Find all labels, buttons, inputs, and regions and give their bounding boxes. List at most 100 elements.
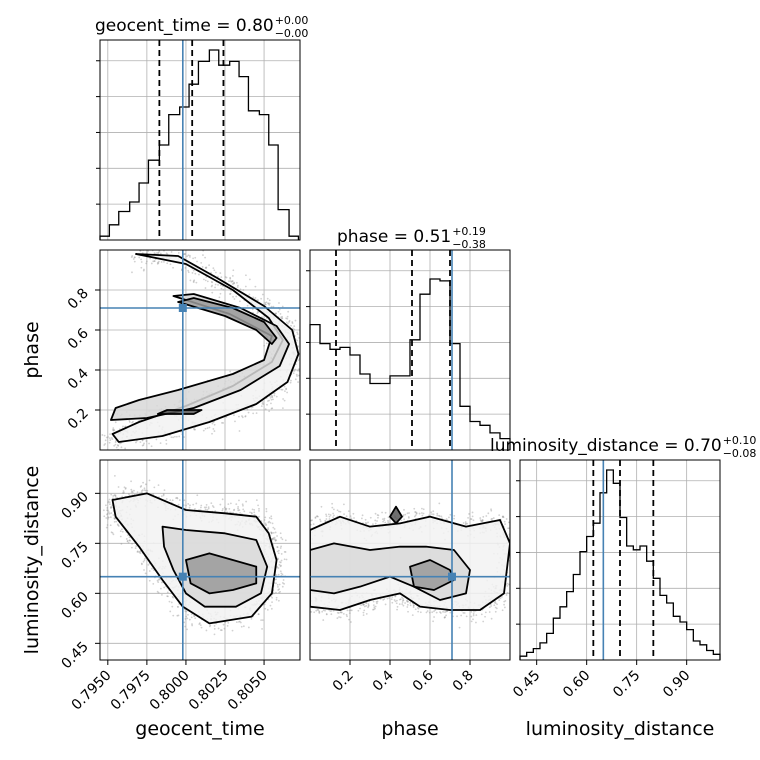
scatter-point — [449, 513, 452, 516]
scatter-point — [241, 503, 244, 506]
yticks-luminosity-distance: 0.45 0.60 0.75 0.90 — [58, 489, 100, 672]
scatter-point — [412, 604, 415, 607]
scatter-point — [294, 378, 297, 381]
scatter-point — [184, 253, 187, 256]
scatter-point — [160, 495, 163, 498]
scatter-point — [304, 568, 306, 570]
scatter-point — [256, 310, 259, 313]
scatter-point — [169, 610, 172, 613]
scatter-point — [439, 611, 441, 613]
scatter-point — [207, 506, 210, 509]
scatter-point — [421, 514, 424, 517]
scatter-point — [142, 481, 144, 484]
scatter-point — [201, 266, 204, 268]
scatter-point — [270, 305, 273, 308]
scatter-point — [119, 442, 121, 445]
scatter-point — [330, 610, 333, 612]
scatter-point — [265, 510, 268, 513]
histogram-step — [309, 278, 511, 450]
scatter-point — [222, 422, 224, 424]
scatter-point — [367, 603, 370, 605]
scatter-point — [268, 299, 271, 302]
scatter-point — [387, 516, 390, 519]
scatter-point — [110, 512, 113, 514]
contour-level-1 — [110, 293, 290, 421]
scatter-point — [521, 560, 523, 562]
scatter-point — [331, 506, 334, 509]
scatter-point — [185, 615, 188, 618]
scatter-point — [148, 442, 150, 445]
scatter-point — [167, 595, 169, 598]
scatter-point — [130, 256, 133, 258]
scatter-point — [194, 508, 196, 510]
scatter-point — [416, 606, 419, 609]
scatter-point — [384, 511, 387, 514]
scatter-point — [145, 262, 148, 265]
scatter-point — [383, 598, 386, 600]
scatter-point — [155, 248, 157, 250]
scatter-point — [114, 494, 117, 497]
scatter-point — [267, 528, 270, 530]
scatter-point — [111, 429, 114, 431]
scatter-point — [328, 518, 331, 520]
scatter-point — [277, 552, 280, 555]
scatter-point — [280, 572, 283, 575]
scatter-point — [372, 608, 374, 611]
scatter-point — [161, 593, 163, 596]
scatter-point — [382, 520, 385, 523]
scatter-point — [204, 266, 207, 269]
scatter-point — [105, 517, 108, 519]
scatter-point — [271, 407, 274, 410]
scatter-point — [229, 502, 232, 505]
scatter-point — [266, 528, 269, 531]
scatter-point — [133, 256, 136, 259]
scatter-point — [481, 519, 484, 521]
scatter-point — [481, 519, 484, 522]
scatter-point — [498, 514, 501, 517]
scatter-point — [184, 625, 187, 628]
scatter-point — [504, 523, 506, 526]
scatter-point — [222, 288, 225, 291]
scatter-point — [325, 515, 328, 518]
scatter-point — [262, 403, 265, 405]
scatter-point — [266, 608, 269, 611]
scatter-point — [162, 493, 165, 496]
xlabel-luminosity-distance: luminosity_distance — [526, 718, 715, 740]
scatter-point — [218, 296, 221, 299]
scatter-point — [136, 550, 139, 553]
scatter-point — [310, 519, 312, 522]
scatter-point — [348, 612, 351, 615]
scatter-point — [337, 612, 340, 614]
scatter-point — [183, 252, 186, 255]
scatter-point — [225, 276, 228, 279]
scatter-point — [463, 612, 466, 614]
scatter-point — [177, 503, 180, 506]
scatter-point — [257, 613, 260, 616]
scatter-point — [437, 514, 440, 517]
scatter-point — [480, 520, 483, 523]
scatter-point — [475, 614, 478, 617]
scatter-point — [345, 613, 348, 616]
scatter-point — [402, 599, 405, 602]
scatter-point — [253, 508, 256, 511]
scatter-point — [318, 612, 321, 614]
scatter-point — [108, 512, 111, 515]
scatter-point — [283, 558, 286, 561]
scatter-point — [261, 402, 264, 405]
scatter-point — [480, 613, 483, 616]
scatter-point — [139, 486, 142, 488]
scatter-point — [153, 486, 156, 489]
scatter-point — [297, 368, 300, 371]
scatter-point — [237, 505, 240, 508]
scatter-point — [287, 310, 290, 313]
scatter-point — [510, 545, 512, 547]
scatter-point — [188, 618, 191, 621]
scatter-point — [141, 489, 144, 492]
scatter-point — [109, 516, 112, 519]
scatter-point — [148, 570, 151, 572]
scatter-point — [131, 255, 134, 257]
scatter-point — [467, 517, 469, 519]
scatter-point — [189, 279, 192, 282]
scatter-point — [156, 262, 159, 265]
scatter-point — [496, 603, 498, 606]
